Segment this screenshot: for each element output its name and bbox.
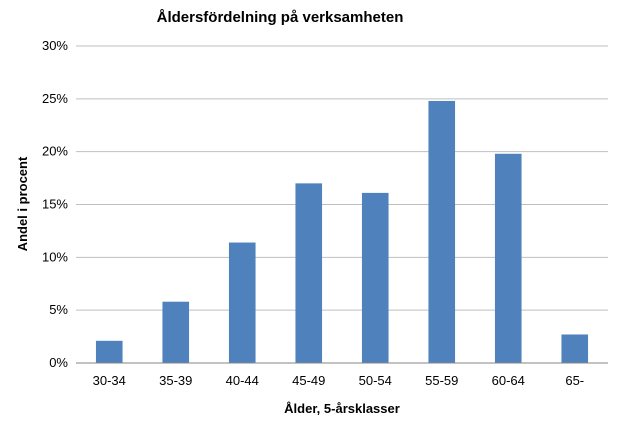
x-tick-labels: 30-34 35-39 40-44 45-49 50-54 55-59 60-64 65- — [93, 373, 585, 388]
y-tick-label: 25% — [42, 91, 68, 106]
bar-45-49 — [295, 183, 323, 363]
x-tick-label: 30-34 — [93, 373, 126, 388]
bar-35-39 — [162, 301, 190, 363]
y-tick-label: 30% — [42, 38, 68, 53]
bar-65- — [561, 334, 589, 363]
x-tick-label: 45-49 — [292, 373, 325, 388]
bar-40-44 — [228, 242, 256, 363]
bar-50-54 — [361, 192, 389, 363]
bar-30-34 — [95, 340, 123, 363]
y-tick-label: 10% — [42, 249, 68, 264]
y-tick-label: 0% — [49, 355, 68, 370]
bar-60-64 — [494, 153, 522, 363]
x-tick-label: 50-54 — [359, 373, 392, 388]
x-tick-label: 60-64 — [492, 373, 525, 388]
y-tick-labels: 0% 5% 10% 15% 20% 25% 30% — [42, 38, 68, 370]
bar-55-59 — [428, 100, 456, 364]
x-tick-label: 65- — [565, 373, 584, 388]
gridlines — [76, 45, 608, 311]
x-axis-title: Ålder, 5-årsklasser — [284, 401, 400, 416]
x-tick-label: 40-44 — [226, 373, 259, 388]
chart-title: Åldersfördelning på verksamheten — [157, 9, 404, 26]
y-tick-label: 15% — [42, 197, 68, 212]
bars — [95, 100, 589, 364]
x-tick-label: 55-59 — [425, 373, 458, 388]
y-tick-label: 5% — [49, 302, 68, 317]
x-tick-label: 35-39 — [159, 373, 192, 388]
y-tick-label: 20% — [42, 144, 68, 159]
y-axis-title: Andel i procent — [15, 156, 30, 251]
